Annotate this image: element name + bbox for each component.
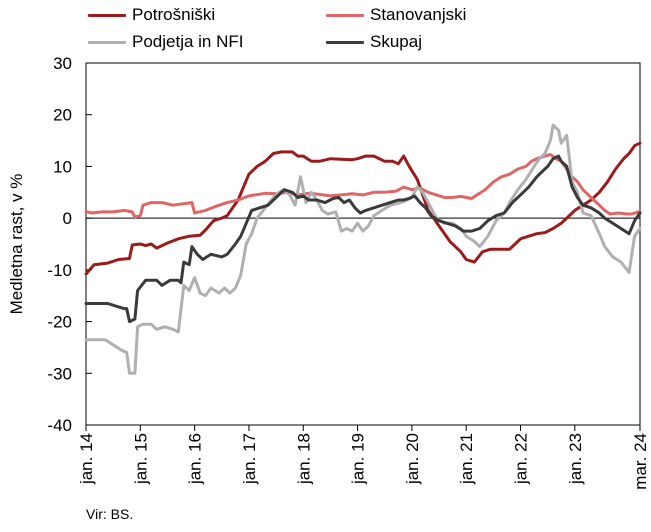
x-tick-label: jan. 17: [240, 433, 259, 485]
x-tick-label: jan. 20: [403, 433, 422, 485]
x-tick-label: mar. 24: [631, 433, 650, 490]
series-line-2: [84, 123, 642, 375]
y-tick-label: 20: [53, 106, 72, 125]
series-line-0: [84, 141, 642, 276]
x-tick-label: jan. 15: [131, 433, 150, 485]
legend-swatch: [88, 40, 126, 44]
legend-label: Podjetja in NFI: [132, 32, 244, 51]
x-tick-label: jan. 14: [77, 433, 96, 485]
legend-swatch: [326, 40, 364, 44]
line-chart: 30 20 10 0 -10 -20 -30 -40 jan. 14 jan. 15 jan. 16…: [7, 54, 650, 490]
plot-frame: [85, 62, 641, 426]
x-tick-label: jan. 23: [566, 433, 585, 485]
legend-item-potrosniski: Potrošniški: [88, 2, 215, 28]
x-tick-label: jan. 22: [512, 433, 531, 485]
x-tick-label: jan. 18: [294, 433, 313, 485]
legend-label: Potrošniški: [132, 5, 216, 24]
y-tick-label: 10: [53, 157, 72, 176]
legend-item-stanovanjski: Stanovanjski: [326, 2, 466, 28]
legend-item-podjetja: Podjetja in NFI: [88, 29, 244, 55]
x-tick-label: jan. 19: [349, 433, 368, 485]
x-tick-label: jan. 16: [186, 433, 205, 485]
y-tick-label: 0: [63, 209, 72, 228]
y-tick-label: -10: [47, 261, 72, 280]
x-tick-label: jan. 21: [457, 433, 476, 485]
y-tick-label: -40: [47, 416, 72, 435]
y-axis-label: Medletna rast, v %: [7, 174, 26, 315]
y-tick-label: -30: [47, 364, 72, 383]
series-line-3: [84, 154, 642, 324]
series-line-1: [84, 153, 642, 219]
legend-label: Stanovanjski: [370, 5, 467, 24]
legend-label: Skupaj: [370, 32, 422, 51]
source-note: Vir: BS.: [86, 506, 134, 522]
y-tick-label: 30: [53, 54, 72, 73]
legend-item-skupaj: Skupaj: [326, 29, 422, 55]
legend-swatch: [326, 13, 364, 17]
y-tick-label: -20: [47, 313, 72, 332]
legend-swatch: [88, 13, 126, 17]
